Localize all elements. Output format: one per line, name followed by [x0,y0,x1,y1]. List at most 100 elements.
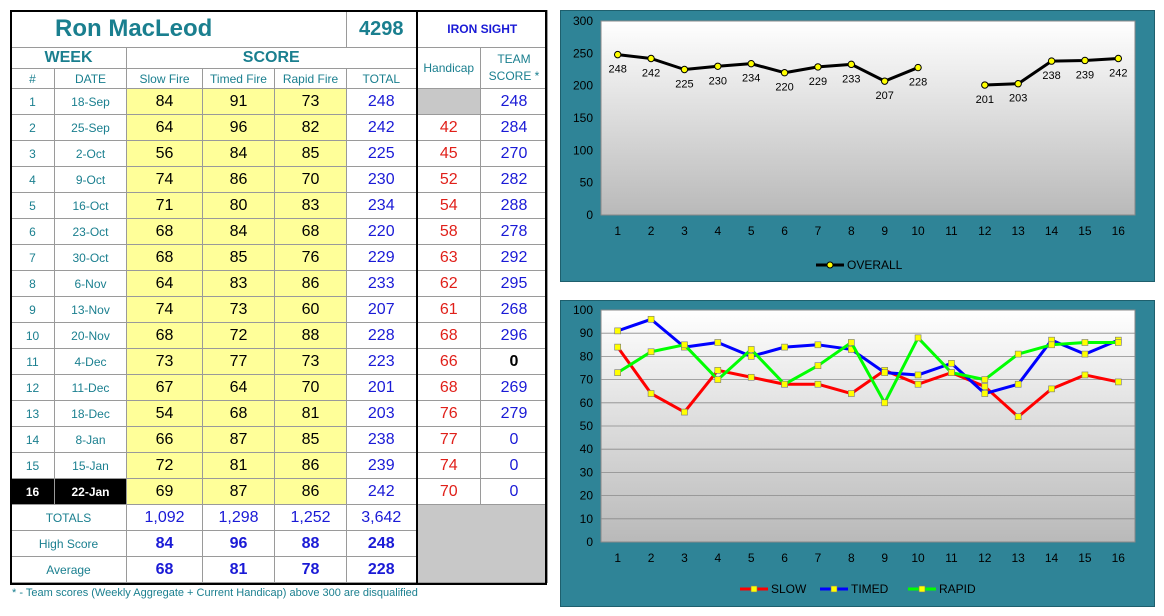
week-date: 30-Oct [54,244,127,271]
handicap-value: 68 [415,374,481,401]
totals-rapid: 1,252 [274,504,347,531]
x-tick-label: 9 [881,551,888,565]
team-score: 284 [480,114,548,141]
handicap-value: 77 [415,426,481,453]
data-point [1048,341,1055,349]
table-row: 1 18-Sep 84 91 73 248 248 [10,88,548,115]
week-number: 16 [10,478,55,505]
data-point [814,63,822,71]
data-point [714,376,722,383]
week-date: 16-Oct [54,192,127,219]
x-tick-label: 3 [681,551,688,565]
week-number: 7 [10,244,55,271]
y-tick-label: 0 [586,535,593,549]
data-point [647,348,655,356]
data-label: 203 [1009,93,1027,105]
handicap-value: 42 [415,114,481,141]
data-point [747,373,755,381]
team-name: IRON SIGHT [415,10,548,48]
handicap-value: 45 [415,140,481,167]
x-tick-label: 7 [815,551,822,565]
week-date: 11-Dec [54,374,127,401]
data-point [681,341,688,349]
table-row: 9 13-Nov 74 73 60 207 61 268 [10,296,548,323]
high-total: 248 [346,530,417,557]
week-date: 2-Oct [54,140,127,167]
team-score: 279 [480,400,548,427]
totals-timed: 1,298 [202,504,275,531]
rapid-fire-score: 82 [274,114,347,141]
team-score-header: TEAM SCORE * [480,47,548,89]
data-point [914,371,922,379]
data-point [848,339,855,346]
timed-fire-score: 73 [202,296,275,323]
data-point [1081,350,1089,358]
x-tick-label: 5 [748,551,755,565]
legend-label: OVERALL [847,258,903,272]
total-header: TOTAL [346,68,417,89]
x-tick-label: 6 [781,551,788,565]
data-label: 242 [1109,68,1127,80]
average-rapid: 78 [274,556,347,583]
timed-fire-score: 64 [202,374,275,401]
week-date: 8-Jan [54,426,127,453]
team-score: 0 [480,348,548,375]
week-date: 9-Oct [54,166,127,193]
y-tick-label: 70 [580,373,594,387]
slow-fire-score: 69 [126,478,203,505]
team-score-header-label: TEAM SCORE * [488,52,540,83]
total-score: 223 [346,348,417,375]
data-point [681,408,688,416]
legend-marker [918,585,926,593]
summary-blank-cell [415,504,548,583]
total-score: 228 [346,322,417,349]
total-score: 229 [346,244,417,271]
score-table: Ron MacLeod 4298 IRON SIGHT WEEK SCORE H… [10,10,548,583]
data-label: 233 [842,73,860,85]
handicap-value: 74 [415,452,481,479]
x-tick-label: 12 [978,551,992,565]
slow-fire-score: 64 [126,270,203,297]
week-number: 10 [10,322,55,349]
data-point [714,367,722,374]
x-tick-label: 9 [881,224,888,238]
data-point [1047,57,1056,65]
total-score: 239 [346,452,417,479]
slow-fire-score: 56 [126,140,203,167]
data-point [1115,378,1122,386]
overall-chart: 0 50 100 150 200 250 300 1 2 3 4 5 6 7 8 9 10 11 12 13 14 15 1… [560,10,1155,282]
total-score: 242 [346,114,417,141]
slow-fire-score: 68 [126,322,203,349]
data-point [881,369,888,376]
timed-fire-score: 80 [202,192,275,219]
table-row: 15 15-Jan 72 81 86 239 74 0 [10,452,548,479]
x-tick-label: 1 [614,224,621,238]
slow-fire-score: 67 [126,374,203,401]
timed-fire-score: 77 [202,348,275,375]
slow-fire-score: 74 [126,166,203,193]
x-tick-label: 10 [911,224,925,238]
data-point [981,383,989,390]
data-label: 220 [775,82,793,94]
y-tick-label: 50 [580,176,594,190]
total-score: 225 [346,140,417,167]
x-tick-label: 12 [978,224,992,238]
x-tick-label: 16 [1112,224,1126,238]
data-point [747,59,755,68]
handicap-value: 54 [415,192,481,219]
data-point [1115,339,1122,346]
table-row: 14 8-Jan 66 87 85 238 77 0 [10,426,548,453]
y-tick-label: 80 [580,349,594,363]
handicap-value: 58 [415,218,481,245]
legend-marker [830,585,838,593]
timed-fire-score: 72 [202,322,275,349]
data-point [647,54,655,63]
timed-fire-score: 83 [202,270,275,297]
legend-marker [826,261,834,269]
data-point [1048,385,1055,393]
totals-slow: 1,092 [126,504,203,531]
total-score: 233 [346,270,417,297]
table-row: 6 23-Oct 68 84 68 220 58 278 [10,218,548,245]
footnote: * - Team scores (Weekly Aggregate + Curr… [12,587,418,599]
team-score: 282 [480,166,548,193]
